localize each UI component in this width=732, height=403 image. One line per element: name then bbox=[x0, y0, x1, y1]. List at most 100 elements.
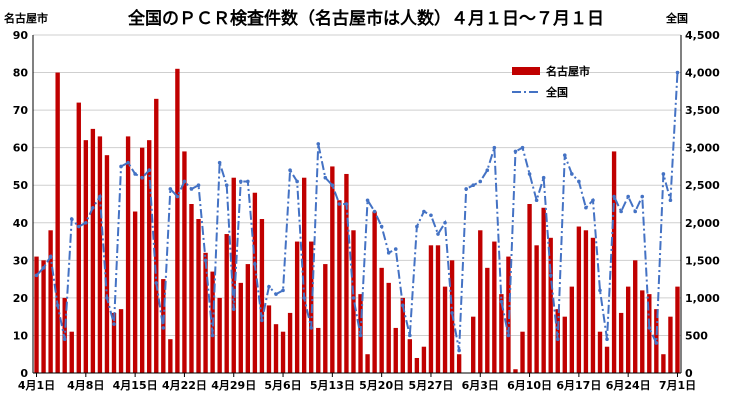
bar bbox=[76, 102, 81, 373]
line-point bbox=[471, 183, 476, 188]
bar bbox=[154, 98, 159, 373]
line-point bbox=[372, 209, 377, 214]
line-point bbox=[562, 153, 567, 157]
line-point bbox=[450, 311, 454, 315]
bar bbox=[633, 260, 638, 373]
line-point bbox=[647, 326, 652, 330]
bar bbox=[196, 219, 201, 373]
bar bbox=[513, 369, 518, 373]
line-point bbox=[661, 172, 666, 176]
line-point bbox=[633, 209, 638, 214]
bar bbox=[541, 207, 546, 373]
x-tick-label: 6月17日 bbox=[556, 379, 601, 392]
right-y-tick-label: 2,500 bbox=[685, 179, 720, 192]
left-y-tick-label: 0 bbox=[20, 367, 28, 380]
bar bbox=[41, 260, 46, 373]
line-point bbox=[422, 209, 426, 214]
line-point bbox=[140, 175, 144, 180]
line-point bbox=[154, 281, 159, 285]
x-tick-label: 4月1日 bbox=[18, 379, 55, 392]
bar bbox=[379, 267, 384, 373]
x-tick-label: 5月13日 bbox=[310, 379, 355, 392]
x-tick-label: 6月24日 bbox=[606, 379, 651, 392]
bar bbox=[182, 151, 187, 373]
line-point bbox=[295, 179, 299, 184]
bar bbox=[175, 68, 180, 374]
line-point bbox=[408, 333, 412, 338]
line-point bbox=[84, 220, 88, 225]
bar bbox=[266, 305, 272, 373]
x-tick-label: 7月1日 bbox=[659, 379, 696, 392]
bar bbox=[386, 282, 391, 373]
bar bbox=[280, 331, 286, 373]
line-point bbox=[316, 142, 321, 146]
bar bbox=[421, 346, 427, 373]
line-point bbox=[436, 232, 440, 236]
legend-bar-swatch bbox=[512, 67, 540, 75]
legend-label-nagoya: 名古屋市 bbox=[546, 64, 590, 78]
bar bbox=[301, 177, 307, 373]
line-point bbox=[668, 198, 673, 203]
line-series-national bbox=[34, 70, 680, 353]
x-tick-label: 4月22日 bbox=[162, 379, 207, 392]
line-point bbox=[246, 179, 250, 184]
line-point bbox=[577, 179, 581, 184]
line-point bbox=[570, 172, 574, 176]
line-point bbox=[429, 213, 433, 218]
right-y-tick-label: 3,500 bbox=[685, 104, 720, 117]
line-point bbox=[619, 209, 623, 214]
line-point bbox=[640, 194, 645, 199]
bar bbox=[471, 316, 476, 373]
bar bbox=[189, 204, 194, 373]
line-point bbox=[126, 160, 130, 165]
line-point bbox=[253, 262, 257, 266]
line-point bbox=[105, 296, 109, 300]
right-y-tick-label: 3,000 bbox=[685, 142, 720, 155]
bar bbox=[492, 241, 497, 373]
line-point bbox=[323, 175, 328, 180]
bar bbox=[330, 166, 335, 373]
bar bbox=[344, 173, 349, 373]
bar bbox=[590, 237, 596, 373]
bar bbox=[365, 354, 370, 373]
bar bbox=[661, 354, 666, 373]
bar bbox=[83, 140, 89, 373]
line-point bbox=[513, 149, 518, 154]
bar bbox=[647, 294, 652, 373]
line-point bbox=[41, 266, 46, 270]
line-point bbox=[147, 168, 152, 172]
right-y-tick-label: 1,500 bbox=[685, 254, 720, 267]
bar bbox=[337, 200, 342, 373]
line-point bbox=[534, 198, 539, 203]
bar bbox=[104, 155, 110, 373]
line-point bbox=[400, 303, 405, 308]
line-point bbox=[238, 179, 243, 184]
line-point bbox=[485, 168, 490, 172]
chart-title: 全国のＰＣＲ検査件数（名古屋市は人数）４月１日～７月１日 bbox=[127, 8, 604, 29]
x-tick-label: 4月8日 bbox=[67, 379, 104, 392]
line-point bbox=[499, 299, 504, 304]
line-point bbox=[464, 187, 468, 191]
legend: 名古屋市 全国 bbox=[512, 64, 590, 99]
line-point bbox=[203, 258, 208, 263]
bar bbox=[224, 234, 229, 373]
line-point bbox=[365, 198, 370, 203]
bar bbox=[147, 140, 152, 373]
line-point bbox=[626, 194, 630, 199]
line-point bbox=[309, 326, 314, 330]
x-tick-label: 5月20日 bbox=[359, 379, 404, 392]
line-point bbox=[591, 198, 595, 203]
bar bbox=[583, 230, 589, 373]
left-y-tick-label: 60 bbox=[13, 142, 29, 155]
bar bbox=[527, 204, 532, 373]
line-point bbox=[260, 318, 264, 323]
bar-series-nagoya bbox=[34, 68, 680, 374]
bar bbox=[478, 230, 483, 373]
bar bbox=[456, 354, 462, 373]
left-y-tick-label: 90 bbox=[13, 29, 29, 42]
bar bbox=[597, 331, 603, 373]
bar bbox=[294, 241, 300, 373]
line-point bbox=[379, 224, 384, 229]
x-tick-label: 4月29日 bbox=[211, 379, 256, 392]
bar bbox=[323, 264, 328, 373]
